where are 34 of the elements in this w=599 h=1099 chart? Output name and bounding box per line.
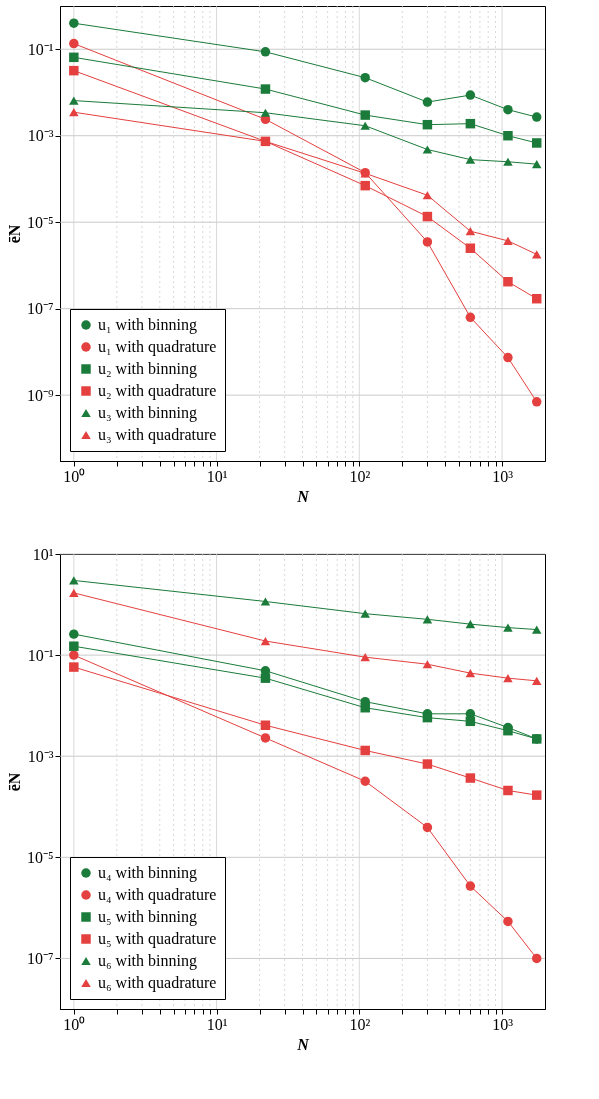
legend-label: u₁ with binning bbox=[98, 316, 197, 334]
legend-label: u₃ with binning bbox=[98, 404, 197, 422]
x-tick-label: 10² bbox=[349, 1015, 371, 1033]
legend-label: u₅ with quadrature bbox=[98, 930, 217, 948]
legend-label: u₆ with quadrature bbox=[98, 974, 217, 992]
x-tick-label: 10¹ bbox=[206, 467, 228, 485]
legend-label: u₄ with binning bbox=[98, 864, 197, 882]
y-axis-title: ēN bbox=[5, 224, 23, 244]
y-tick-label: 10⁻¹ bbox=[27, 646, 54, 664]
x-tick-label: 10³ bbox=[492, 1015, 514, 1033]
y-tick-label: 10⁻¹ bbox=[27, 40, 54, 58]
legend-label: u₂ with quadrature bbox=[98, 382, 217, 400]
y-tick-label: 10⁻⁵ bbox=[26, 213, 54, 231]
legend-label: u₃ with quadrature bbox=[98, 426, 217, 444]
x-tick-label: 10² bbox=[349, 467, 371, 485]
legend-label: u₄ with quadrature bbox=[98, 886, 217, 904]
y-axis-title: ēN bbox=[5, 772, 23, 792]
y-tick-label: 10⁻³ bbox=[27, 747, 54, 765]
y-tick-label: 10⁻⁷ bbox=[26, 300, 54, 318]
x-axis-title: N bbox=[296, 487, 311, 505]
y-tick-label: 10⁻³ bbox=[27, 127, 54, 145]
x-tick-label: 10⁰ bbox=[63, 1015, 86, 1033]
y-tick-label: 10⁻⁹ bbox=[26, 386, 54, 404]
legend-label: u₁ with quadrature bbox=[98, 338, 217, 356]
legend-label: u₂ with binning bbox=[98, 360, 197, 378]
y-tick-label: 10¹ bbox=[32, 545, 54, 563]
legend-label: u₆ with binning bbox=[98, 952, 197, 970]
y-tick-label: 10⁻⁵ bbox=[26, 848, 54, 866]
x-tick-label: 10¹ bbox=[206, 1015, 228, 1033]
x-axis-title: N bbox=[296, 1035, 311, 1053]
x-tick-label: 10³ bbox=[492, 467, 514, 485]
x-tick-label: 10⁰ bbox=[63, 467, 86, 485]
y-tick-label: 10⁻⁷ bbox=[26, 949, 54, 967]
legend-label: u₅ with binning bbox=[98, 908, 197, 926]
